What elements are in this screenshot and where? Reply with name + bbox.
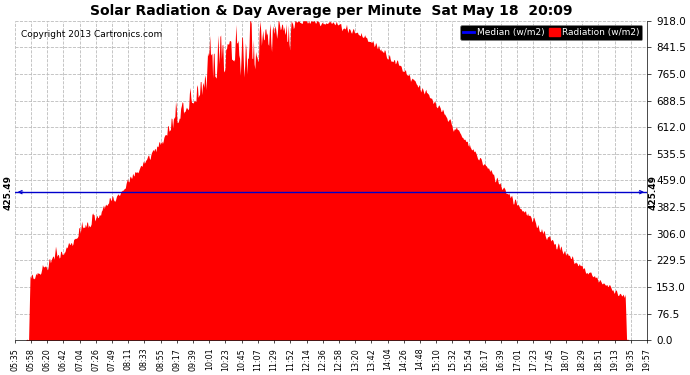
Legend: Median (w/m2), Radiation (w/m2): Median (w/m2), Radiation (w/m2): [460, 25, 642, 40]
Title: Solar Radiation & Day Average per Minute  Sat May 18  20:09: Solar Radiation & Day Average per Minute…: [90, 4, 572, 18]
Text: 425.49: 425.49: [4, 175, 13, 210]
Text: Copyright 2013 Cartronics.com: Copyright 2013 Cartronics.com: [21, 30, 162, 39]
Text: 425.49: 425.49: [649, 175, 658, 210]
